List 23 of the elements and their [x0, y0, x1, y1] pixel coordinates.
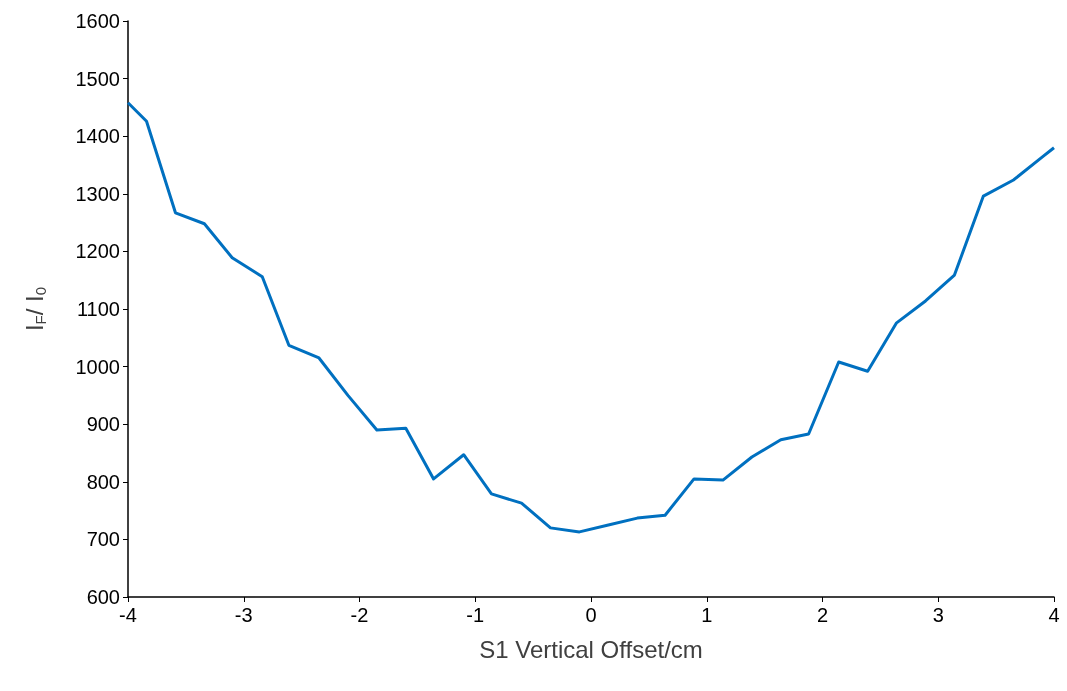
y-tick-label: 800 — [86, 470, 120, 493]
y-axis-title: IF/ I0 — [21, 286, 49, 332]
x-axis-title: S1 Vertical Offset/cm — [479, 635, 703, 663]
x-tick-label: 3 — [932, 604, 944, 626]
x-tick-label: -1 — [466, 604, 485, 626]
y-tick-label: 600 — [86, 586, 120, 608]
y-tick-label: 900 — [86, 413, 120, 436]
x-tick-label: -3 — [234, 604, 253, 626]
x-tick-label: -4 — [119, 604, 137, 626]
line-series — [126, 101, 1056, 534]
y-tick-label: 1400 — [75, 125, 120, 148]
y-tick-label: 1200 — [75, 240, 120, 263]
x-tick-label: 4 — [1048, 604, 1060, 626]
x-tick-label: -2 — [350, 604, 369, 626]
x-tick-label: 1 — [701, 604, 713, 626]
y-tick-label: 700 — [86, 528, 120, 551]
y-tick-label: 1600 — [75, 10, 120, 32]
y-tick-label: 1100 — [76, 298, 120, 320]
x-tick-label: 2 — [816, 604, 829, 626]
y-tick-label: 1500 — [75, 67, 120, 90]
y-tick-label: 1000 — [75, 355, 120, 378]
y-tick-label: 1300 — [75, 182, 120, 205]
x-tick-label: 0 — [585, 604, 597, 626]
